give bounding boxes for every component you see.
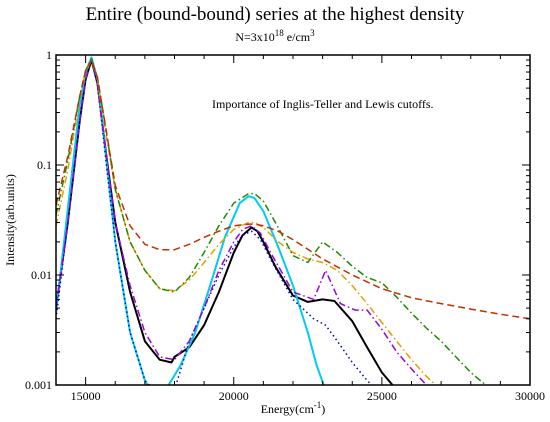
series-line-2 (56, 56, 325, 385)
chart-title: Entire (bound-bound) series at the highe… (85, 4, 465, 25)
x-axis-title-exponent: -1 (314, 400, 322, 410)
y-tick-label: 0.001 (25, 378, 52, 392)
series-layer (56, 56, 530, 385)
y-axis-title: Intensity(arb.units) (3, 174, 17, 266)
annotation-text: Importance of Inglis-Teller and Lewis cu… (212, 97, 434, 111)
x-axis-title: Energy(cm-1) (261, 400, 326, 416)
subtitle-unit: e/cm (283, 30, 311, 44)
series-line-7 (56, 59, 530, 320)
series-line-4 (56, 58, 427, 385)
y-tick-label: 1 (46, 48, 52, 62)
x-axis-title-suffix: ) (321, 402, 325, 416)
subtitle-unit-exponent: 3 (310, 28, 315, 38)
y-tick-label: 0.1 (37, 158, 52, 172)
x-tick-label: 25000 (367, 389, 397, 403)
x-tick-label: 30000 (515, 389, 545, 403)
subtitle-exponent: 18 (274, 28, 284, 38)
ticks-layer: 15000 20000 25000 30000 0.001 0.01 0.1 1 (25, 48, 545, 403)
x-tick-label: 15000 (71, 389, 101, 403)
y-tick-label: 0.01 (31, 268, 52, 282)
chart-subtitle: N=3x1018 e/cm3 (0, 28, 550, 45)
series-line-6 (56, 58, 487, 385)
subtitle-prefix: N=3x10 (235, 30, 275, 44)
x-tick-label: 20000 (219, 389, 249, 403)
x-axis-title-text: Energy(cm (261, 402, 315, 416)
